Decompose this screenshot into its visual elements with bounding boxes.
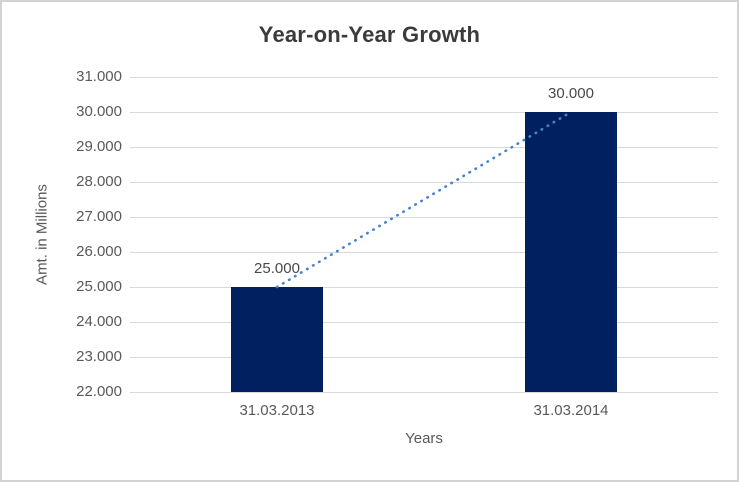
y-axis-tick-label: 31.000 [76,68,122,85]
y-axis-tick-label: 30.000 [76,103,122,120]
gridline [130,76,718,78]
gridline [130,286,718,288]
y-axis-tick-label: 26.000 [76,243,122,260]
y-axis-tick-label: 23.000 [76,348,122,365]
bar-31.03.2013 [231,287,323,392]
y-axis-tick-label: 29.000 [76,138,122,155]
y-axis-tick-label: 22.000 [76,383,122,400]
gridline [130,391,718,393]
gridline [130,181,718,183]
y-axis-tick-label: 27.000 [76,208,122,225]
x-axis-tick-label: 31.03.2014 [533,402,609,419]
chart-title: Year-on-Year Growth [258,22,481,47]
gridline [130,111,718,113]
bar-31.03.2014 [525,112,617,392]
gridline [130,251,718,253]
y-axis-tick-label: 28.000 [76,173,122,190]
x-axis-title: Years [405,430,443,447]
y-axis-tick-label: 25.000 [76,278,122,295]
gridline [130,216,718,218]
gridline [130,146,718,148]
x-axis-tick-label: 31.03.2013 [239,402,315,419]
bar-value-label: 25.000 [254,260,300,277]
gridline [130,321,718,323]
y-axis-tick-label: 24.000 [76,313,122,330]
bar-value-label: 30.000 [548,85,594,102]
gridline [130,356,718,358]
